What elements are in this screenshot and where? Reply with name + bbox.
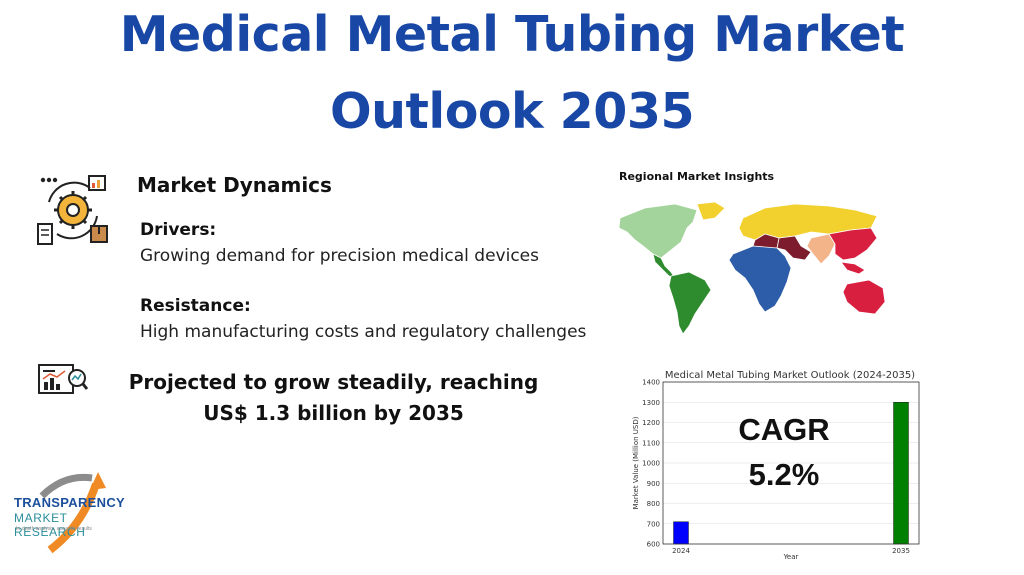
y-tick-label: 1100 bbox=[642, 439, 660, 447]
region-south-asia bbox=[806, 233, 836, 265]
market-dynamics-heading: Market Dynamics bbox=[137, 173, 332, 197]
logo-mark-icon bbox=[39, 472, 106, 554]
y-tick-label: 800 bbox=[647, 500, 660, 508]
x-tick-label: 2024 bbox=[672, 547, 690, 555]
y-tick-label: 600 bbox=[647, 541, 660, 549]
logo-line2: MARKET RESEARCH bbox=[14, 511, 86, 539]
chart-ylabel: Market Value (Million USD) bbox=[632, 416, 640, 509]
resistance-label: Resistance: bbox=[140, 296, 251, 316]
resistance-text: High manufacturing costs and regulatory … bbox=[140, 322, 587, 342]
company-logo: TRANSPARENCY MARKET RESEARCH In-depth an… bbox=[12, 466, 132, 556]
chart-plot-frame bbox=[662, 381, 920, 545]
chart-xlabel: Year bbox=[783, 553, 799, 561]
page-title-line2: Outlook 2035 bbox=[329, 83, 695, 140]
region-latin-america bbox=[652, 253, 676, 279]
chart-title: Medical Metal Tubing Market Outlook (202… bbox=[665, 370, 915, 381]
bar-2024 bbox=[673, 521, 689, 545]
region-north-america bbox=[618, 203, 698, 259]
cagr-value: 5.2% bbox=[749, 457, 820, 492]
logo-line1: TRANSPARENCY bbox=[14, 495, 125, 510]
market-outlook-chart: Medical Metal Tubing Market Outlook (202… bbox=[620, 365, 920, 565]
y-tick-label: 900 bbox=[647, 480, 660, 488]
projection-line1: Projected to grow steadily, reaching bbox=[128, 370, 539, 394]
region-middle-east bbox=[776, 235, 812, 261]
y-tick-label: 1000 bbox=[642, 460, 660, 468]
regional-insights-title: Regional Market Insights bbox=[619, 170, 775, 183]
drivers-label: Drivers: bbox=[140, 220, 217, 240]
gear-process-icon bbox=[35, 172, 111, 248]
y-tick-label: 1300 bbox=[642, 399, 660, 407]
logo-tagline: In-depth analysis, accurate results bbox=[16, 526, 92, 532]
y-tick-label: 700 bbox=[647, 520, 660, 528]
region-africa bbox=[728, 245, 792, 313]
drivers-text: Growing demand for precision medical dev… bbox=[140, 246, 539, 266]
world-map bbox=[615, 198, 895, 340]
page-title-line1: Medical Metal Tubing Market bbox=[119, 6, 905, 63]
projection-line2: US$ 1.3 billion by 2035 bbox=[203, 401, 464, 425]
y-tick-label: 1400 bbox=[642, 379, 660, 387]
cagr-label: CAGR bbox=[738, 412, 829, 447]
bar-2035 bbox=[893, 402, 909, 545]
y-tick-label: 1200 bbox=[642, 419, 660, 427]
analytics-report-icon bbox=[37, 363, 89, 397]
region-asia-pacific bbox=[828, 227, 878, 261]
x-tick-label: 2035 bbox=[892, 547, 910, 555]
